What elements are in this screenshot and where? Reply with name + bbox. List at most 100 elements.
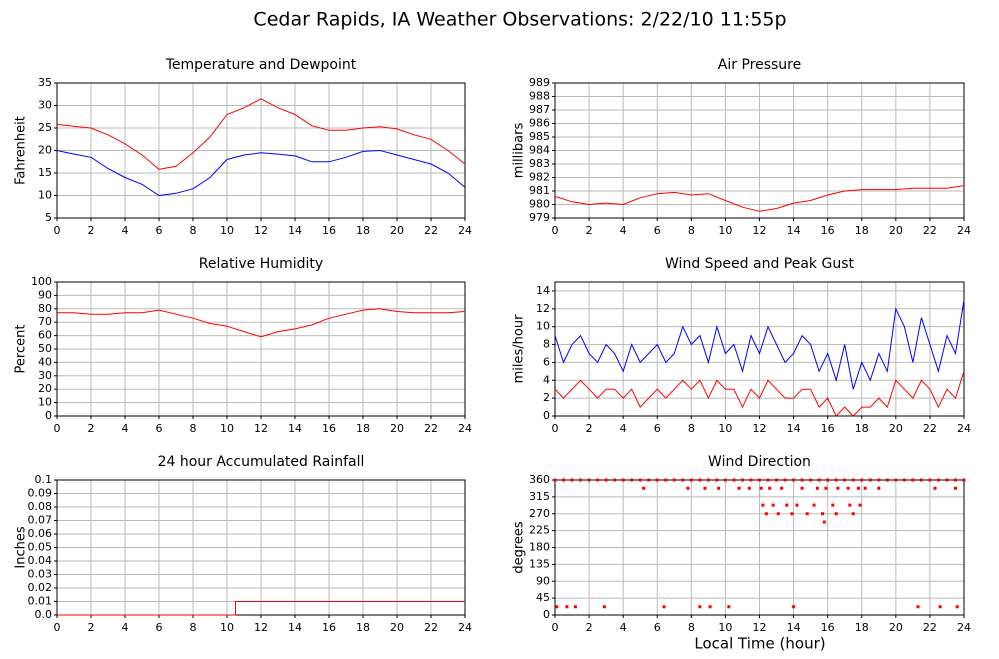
y-tick-label: 0.06 — [28, 527, 53, 540]
x-tick-label: 0 — [54, 224, 61, 237]
scatter-point — [662, 605, 666, 609]
x-tick-label: 2 — [88, 621, 95, 634]
scatter-point — [771, 503, 775, 507]
scatter-point — [630, 478, 634, 482]
x-tick-label: 2 — [88, 224, 95, 237]
y-tick-label: 10 — [38, 396, 52, 409]
scatter-point — [758, 478, 761, 482]
x-tick-label: 4 — [620, 422, 627, 435]
x-tick-label: 24 — [957, 621, 971, 634]
x-tick-label: 24 — [458, 621, 472, 634]
series-line — [57, 601, 465, 616]
scatter-point — [919, 478, 923, 482]
series-line — [56, 98, 466, 170]
x-tick-label: 14 — [288, 621, 302, 634]
x-tick-label: 12 — [254, 621, 268, 634]
y-tick-label: 12 — [536, 302, 550, 315]
scatter-point — [766, 478, 770, 482]
y-tick-label: 30 — [38, 99, 52, 112]
scatter-point — [737, 486, 741, 490]
scatter-point — [717, 486, 721, 490]
scatter-point — [851, 478, 855, 482]
panel-title: Wind Direction — [708, 454, 811, 470]
scatter-point — [846, 486, 850, 490]
y-tick-label: 180 — [529, 541, 550, 554]
x-tick-label: 24 — [957, 422, 971, 435]
scatter-point — [686, 486, 690, 490]
y-tick-label: 0.01 — [28, 595, 53, 608]
scatter-point — [664, 478, 668, 482]
x-tick-label: 8 — [190, 621, 197, 634]
scatter-point — [863, 486, 867, 490]
y-axis-label: Fahrenheit — [14, 116, 29, 185]
x-tick-label: 10 — [718, 621, 732, 634]
x-tick-label: 22 — [424, 621, 438, 634]
x-tick-label: 8 — [688, 621, 695, 634]
scatter-point — [764, 512, 768, 516]
scatter-point — [812, 503, 816, 507]
y-tick-label: 90 — [536, 574, 550, 587]
y-tick-label: 50 — [38, 342, 52, 355]
x-tick-label: 20 — [390, 621, 404, 634]
scatter-point — [805, 512, 809, 516]
x-tick-label: 4 — [122, 422, 129, 435]
scatter-point — [723, 478, 727, 482]
y-tick-label: 986 — [529, 117, 550, 130]
x-tick-label: 10 — [220, 621, 234, 634]
series-line — [554, 299, 965, 390]
y-tick-label: 80 — [38, 302, 52, 315]
scatter-point — [565, 605, 569, 609]
x-tick-label: 6 — [156, 224, 163, 237]
x-tick-label: 6 — [654, 224, 661, 237]
scatter-point — [894, 478, 898, 482]
scatter-point — [800, 486, 804, 490]
scatter-point — [573, 605, 577, 609]
x-tick-label: 2 — [586, 224, 593, 237]
scatter-point — [834, 478, 838, 482]
y-tick-label: 989 — [529, 76, 550, 89]
x-tick-label: 10 — [220, 422, 234, 435]
x-tick-label: 12 — [254, 422, 268, 435]
y-tick-label: 981 — [529, 184, 550, 197]
y-tick-label: 20 — [38, 144, 52, 157]
page-title: Cedar Rapids, IA Weather Observations: 2… — [253, 9, 786, 31]
y-tick-label: 20 — [38, 382, 52, 395]
y-tick-label: 270 — [529, 507, 550, 520]
scatter-point — [740, 478, 744, 482]
scatter-point — [795, 503, 799, 507]
x-tick-label: 2 — [586, 621, 593, 634]
x-tick-label: 16 — [821, 224, 835, 237]
scatter-point — [831, 503, 835, 507]
scatter-point — [962, 478, 966, 482]
y-tick-label: 40 — [38, 355, 52, 368]
scatter-point — [885, 478, 889, 482]
y-tick-label: 135 — [529, 557, 550, 570]
x-tick-label: 8 — [688, 224, 695, 237]
scatter-point — [768, 486, 772, 490]
y-axis-label: miles/hour — [512, 314, 527, 383]
y-tick-label: 4 — [543, 373, 550, 386]
scatter-point — [824, 486, 828, 490]
scatter-point — [555, 605, 559, 609]
scatter-point — [953, 486, 957, 490]
y-axis-label: millibars — [512, 123, 527, 179]
x-tick-label: 0 — [552, 422, 559, 435]
x-tick-label: 8 — [190, 224, 197, 237]
x-tick-label: 22 — [424, 422, 438, 435]
x-tick-label: 16 — [322, 621, 336, 634]
scatter-point — [843, 478, 847, 482]
scatter-point — [775, 478, 779, 482]
plot-frame — [554, 82, 965, 219]
x-tick-label: 0 — [54, 422, 61, 435]
x-tick-label: 12 — [254, 224, 268, 237]
scatter-point — [749, 478, 753, 482]
scatter-point — [638, 478, 642, 482]
scatter-point — [780, 486, 784, 490]
x-tick-label: 18 — [356, 422, 370, 435]
scatter-point — [877, 486, 881, 490]
scatter-point — [570, 478, 574, 482]
x-tick-label: 18 — [855, 621, 869, 634]
x-tick-label: 2 — [586, 422, 593, 435]
x-tick-label: 18 — [356, 224, 370, 237]
